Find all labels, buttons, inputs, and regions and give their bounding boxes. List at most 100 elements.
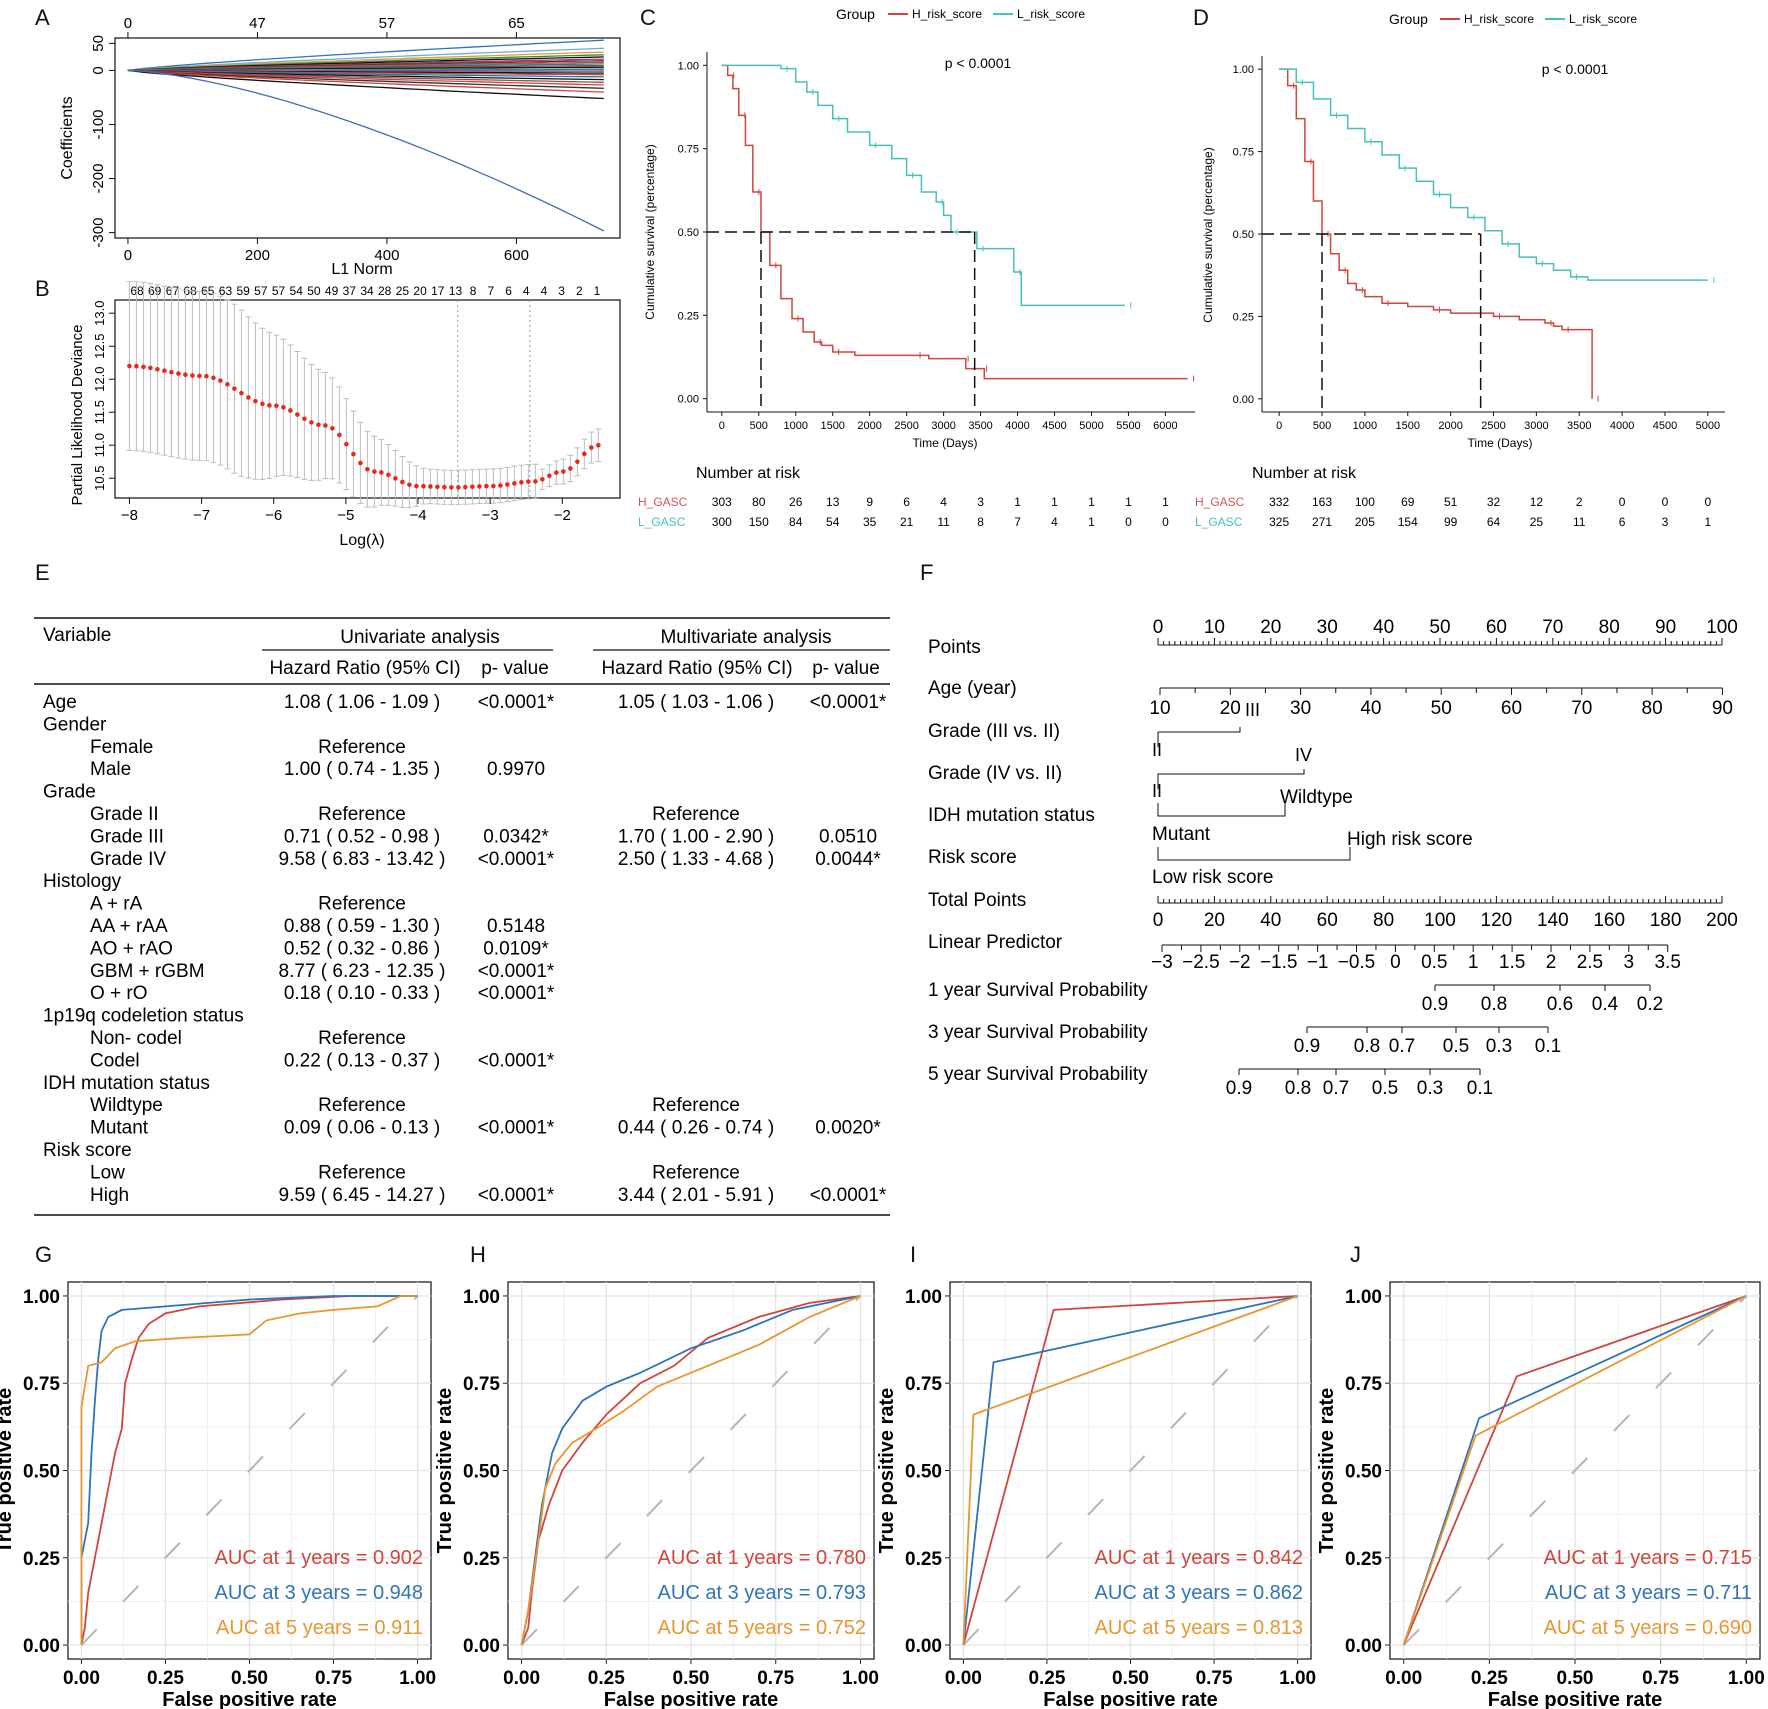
roc-x-tick-label: 0.25 — [1471, 1668, 1508, 1689]
roc-curve-1-years — [1402, 1295, 1747, 1646]
table-row-label: IDH mutation status — [43, 1073, 210, 1094]
panel-b-point — [498, 483, 503, 488]
panel-d-risk-title: Number at risk — [1252, 465, 1357, 482]
panel-label-e: E — [35, 560, 50, 585]
panel-b-point — [274, 403, 279, 409]
roc-auc-label: AUC at 5 years = 0.911 — [216, 1617, 423, 1639]
roc-ylabel: True positive rate — [1316, 1388, 1338, 1554]
km-risk-count: 8 — [977, 515, 984, 529]
panel-b-point — [589, 445, 594, 450]
table-row-uni-hr: Reference — [318, 804, 406, 825]
km-risk-count: 154 — [1398, 515, 1418, 529]
nomo-points-tick-label: 70 — [1542, 617, 1563, 638]
km-risk-count: 0 — [1125, 515, 1132, 529]
nomo-points-tick-label: 100 — [1706, 617, 1738, 638]
panel-b-x-tick-label: −4 — [409, 507, 426, 524]
nomo-surv-tick-label: 0.9 — [1294, 1036, 1320, 1057]
nomo-points-tick-label: 50 — [1429, 617, 1450, 638]
roc-y-tick-label: 0.50 — [23, 1462, 60, 1483]
nomo-points-tick-label: 0 — [1153, 617, 1164, 638]
panel-b-point — [337, 432, 342, 438]
roc-curve-5-years — [80, 1295, 418, 1645]
table-row-uni-hr: 0.88 ( 0.59 - 1.30 ) — [284, 916, 440, 937]
panel-b-point — [407, 482, 412, 488]
nomo-surv-tick-label: 0.2 — [1637, 994, 1663, 1015]
nomo-lp-tick-label: 2.5 — [1577, 952, 1603, 973]
table-row-label: Wildtype — [90, 1095, 163, 1116]
panel-b-point — [351, 451, 356, 457]
km-risk-count: 271 — [1312, 515, 1332, 529]
nomo-grade4-line — [1157, 769, 1305, 789]
nomo-surv-tick-label: 0.3 — [1417, 1078, 1443, 1099]
panel-d-legend-title: Group — [1389, 11, 1428, 27]
km-risk-count: 303 — [712, 495, 732, 509]
panel-d-km-validation: Group H_risk_score L_risk_score 0 500 1000… — [1195, 11, 1725, 529]
roc-x-tick-label: 1.00 — [842, 1668, 879, 1689]
panel-b-point — [554, 470, 559, 475]
km-x-tick-label: 2500 — [1481, 420, 1505, 432]
panel-a-coef-path — [127, 51, 604, 72]
table-row-multi-p: 0.0020* — [815, 1118, 881, 1139]
roc-x-tick-label: 0.25 — [588, 1668, 625, 1689]
panel-b-top-label: 68 — [130, 284, 144, 298]
panel-b-point — [204, 373, 209, 379]
table-row-uni-p: 0.9970 — [487, 759, 545, 780]
nomo-idh-low: Mutant — [1152, 824, 1211, 845]
panel-b-point — [372, 469, 377, 474]
panel-d-series — [1262, 68, 1715, 412]
km-risk-count: 12 — [1530, 495, 1544, 509]
nomo-surv-label: 1 year Survival Probability — [928, 980, 1148, 1001]
panel-d-xlabel: Time (Days) — [1468, 436, 1533, 450]
roc-xlabel: False positive rate — [1043, 1689, 1218, 1709]
table-row-uni-hr: 0.71 ( 0.52 - 0.98 ) — [284, 826, 440, 847]
km-risk-count: 0 — [1619, 495, 1626, 509]
nomo-surv-tick-label: 0.8 — [1481, 994, 1507, 1015]
km-risk-count: 84 — [789, 515, 803, 529]
panel-b-point — [183, 372, 188, 378]
nomo-grade3-line — [1157, 727, 1241, 747]
km-risk-count: 0 — [1662, 495, 1669, 509]
nomo-total-tick-label: 20 — [1204, 910, 1225, 931]
panel-b-x-tick-label: −5 — [337, 507, 354, 524]
panel-c-risk-group-h: H_GASC — [638, 495, 688, 509]
roc-x-tick-label: 0.75 — [1196, 1668, 1233, 1689]
panel-b-top-label: 59 — [236, 284, 250, 298]
table-row-label: Grade — [43, 782, 96, 803]
panel-b-y-tick-label: 12.5 — [92, 334, 107, 359]
nomo-total-tick-label: 100 — [1424, 910, 1456, 931]
panel-c-risk-title: Number at risk — [696, 465, 801, 482]
roc-y-tick-label: 1.00 — [463, 1287, 500, 1308]
panel-b-point — [540, 477, 545, 482]
roc-auc-label: AUC at 5 years = 0.813 — [1095, 1617, 1303, 1639]
panel-b-top-label: 57 — [272, 284, 286, 298]
roc-diagonal — [962, 1295, 1299, 1646]
nomo-risk-low: Low risk score — [1152, 867, 1273, 888]
panel-b-point — [134, 363, 139, 369]
roc-auc-label: AUC at 5 years = 0.752 — [658, 1617, 866, 1639]
roc-auc-label: AUC at 3 years = 0.711 — [1545, 1582, 1752, 1604]
panel-b-top-label: 28 — [378, 284, 392, 298]
km-risk-count: 99 — [1444, 515, 1458, 529]
table-row-multi-p: <0.0001* — [810, 1185, 887, 1206]
panel-b-top-label: 13 — [449, 284, 463, 298]
table-row-label: AO + rAO — [90, 938, 173, 959]
panel-a-y-tick-label: -200 — [90, 164, 107, 194]
km-risk-count: 1 — [1088, 515, 1095, 529]
nomo-surv-label: 3 year Survival Probability — [928, 1022, 1148, 1043]
panel-b-x-tick-label: −3 — [482, 507, 499, 524]
km-risk-count: 25 — [1530, 515, 1544, 529]
table-row-label: High — [90, 1185, 129, 1206]
km-risk-count: 7 — [1014, 515, 1021, 529]
panel-b-x-tick-label: −6 — [265, 507, 282, 524]
km-x-tick-label: 4500 — [1653, 420, 1677, 432]
roc-x-tick-label: 0.50 — [1112, 1668, 1149, 1689]
panel-b-point — [260, 401, 265, 407]
panel-j-roc: 0.000.00 0.25 0.25 0.50 0.50 0.75 0.75 1.00 1.00… — [1316, 1281, 1765, 1709]
nomo-surv-tick-label: 0.5 — [1372, 1078, 1398, 1099]
roc-y-tick-label: 0.25 — [463, 1549, 500, 1570]
panel-b-top-label: 6 — [505, 284, 512, 298]
roc-curve-1-years — [962, 1295, 1298, 1646]
roc-auc-label: AUC at 1 years = 0.842 — [1095, 1547, 1303, 1569]
panel-b-y-tick-label: 11.0 — [92, 433, 107, 457]
table-row-multi-hr: Reference — [652, 804, 740, 825]
